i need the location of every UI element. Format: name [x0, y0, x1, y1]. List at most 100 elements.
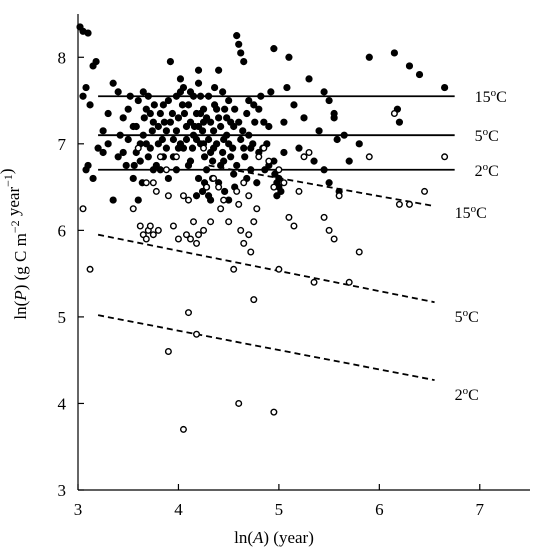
open-data-point — [156, 153, 164, 161]
open-data-point — [164, 348, 172, 356]
filled-data-point — [182, 135, 191, 144]
filled-data-point — [166, 57, 175, 66]
filled-data-point — [233, 161, 241, 170]
filled-data-point — [229, 144, 237, 152]
open-data-point — [253, 205, 261, 213]
open-data-point — [245, 192, 253, 200]
filled-data-point — [188, 144, 197, 152]
filled-data-point — [104, 109, 112, 118]
filled-data-point — [315, 127, 323, 135]
filled-data-point — [129, 174, 137, 183]
filled-data-point — [194, 174, 203, 183]
filled-data-point — [172, 166, 181, 174]
open-data-point — [200, 144, 208, 152]
open-data-point — [79, 205, 87, 213]
filled-data-point — [142, 140, 150, 148]
filled-data-point — [220, 157, 228, 165]
filled-data-point — [148, 127, 156, 135]
filled-data-point — [271, 170, 279, 178]
open-data-point — [260, 144, 268, 152]
filled-data-point — [139, 88, 147, 96]
open-data-point — [164, 192, 172, 200]
filled-data-point — [176, 75, 185, 83]
open-data-point — [265, 157, 273, 165]
filled-data-point — [192, 135, 201, 144]
filled-data-point — [196, 109, 205, 118]
filled-data-point — [94, 144, 102, 152]
filled-data-point — [164, 96, 172, 105]
filled-data-point — [333, 135, 341, 144]
open-data-point — [154, 226, 162, 234]
open-data-point — [237, 226, 245, 234]
open-data-point — [421, 187, 429, 195]
filled-data-point — [204, 92, 213, 100]
open-data-point — [142, 179, 150, 187]
filled-data-point — [134, 96, 142, 105]
filled-data-point — [215, 66, 223, 74]
open-data-point — [179, 425, 187, 433]
open-data-point — [355, 248, 363, 256]
filled-data-point — [122, 161, 130, 170]
x-tick-label: 5 — [275, 500, 284, 519]
filled-data-point — [280, 148, 288, 157]
filled-data-point — [217, 122, 225, 131]
filled-data-point — [192, 192, 201, 200]
open-data-point — [162, 166, 170, 174]
filled-data-point — [253, 179, 261, 187]
reference-lines — [97, 95, 455, 381]
open-data-point — [325, 226, 333, 234]
filled-data-point — [255, 105, 263, 113]
filled-data-point — [126, 92, 134, 100]
filled-data-point — [116, 131, 124, 139]
filled-data-point — [156, 166, 164, 174]
open-data-point — [146, 222, 154, 230]
open-data-point — [395, 200, 403, 208]
open-data-point — [441, 153, 449, 161]
open-data-point — [203, 183, 211, 191]
open-data-point — [270, 183, 278, 191]
open-data-point — [217, 205, 225, 213]
filled-data-point — [134, 196, 142, 204]
open-data-point — [136, 222, 144, 230]
filled-data-point — [223, 131, 231, 139]
y-tick-label: 6 — [58, 221, 67, 240]
filled-data-point — [169, 135, 178, 144]
filled-data-point — [245, 96, 253, 105]
filled-data-point — [114, 88, 122, 96]
filled-data-point — [213, 140, 221, 148]
filled-data-point — [92, 57, 100, 66]
filled-data-point — [186, 88, 195, 96]
reference-line-label: 15oC — [455, 203, 487, 222]
open-data-point — [250, 296, 258, 304]
filled-data-point — [166, 118, 175, 126]
filled-data-point — [273, 192, 281, 200]
filled-data-point — [124, 135, 132, 144]
open-data-point — [310, 278, 318, 286]
x-tick-label: 4 — [174, 500, 183, 519]
open-data-point — [149, 179, 157, 187]
filled-data-point — [233, 32, 241, 40]
y-tick-label: 7 — [58, 135, 67, 154]
filled-data-point — [179, 83, 188, 92]
filled-data-point — [130, 161, 138, 170]
open-data-point — [179, 192, 187, 200]
filled-data-point — [340, 131, 348, 139]
open-data-point — [255, 153, 263, 161]
filled-data-point — [250, 101, 258, 109]
filled-data-point — [86, 101, 94, 109]
open-data-point — [129, 205, 137, 213]
filled-data-point — [144, 92, 152, 100]
filled-data-point — [208, 157, 217, 165]
filled-data-point — [251, 118, 259, 126]
filled-data-point — [320, 88, 328, 96]
filled-data-point — [182, 122, 191, 131]
filled-data-point — [119, 114, 127, 122]
filled-data-point — [395, 118, 404, 126]
open-data-point — [245, 231, 253, 239]
filled-data-point — [283, 83, 291, 92]
filled-data-point — [194, 122, 203, 131]
open-data-point — [193, 239, 201, 247]
filled-data-point — [330, 114, 338, 122]
open-data-point — [295, 187, 303, 195]
